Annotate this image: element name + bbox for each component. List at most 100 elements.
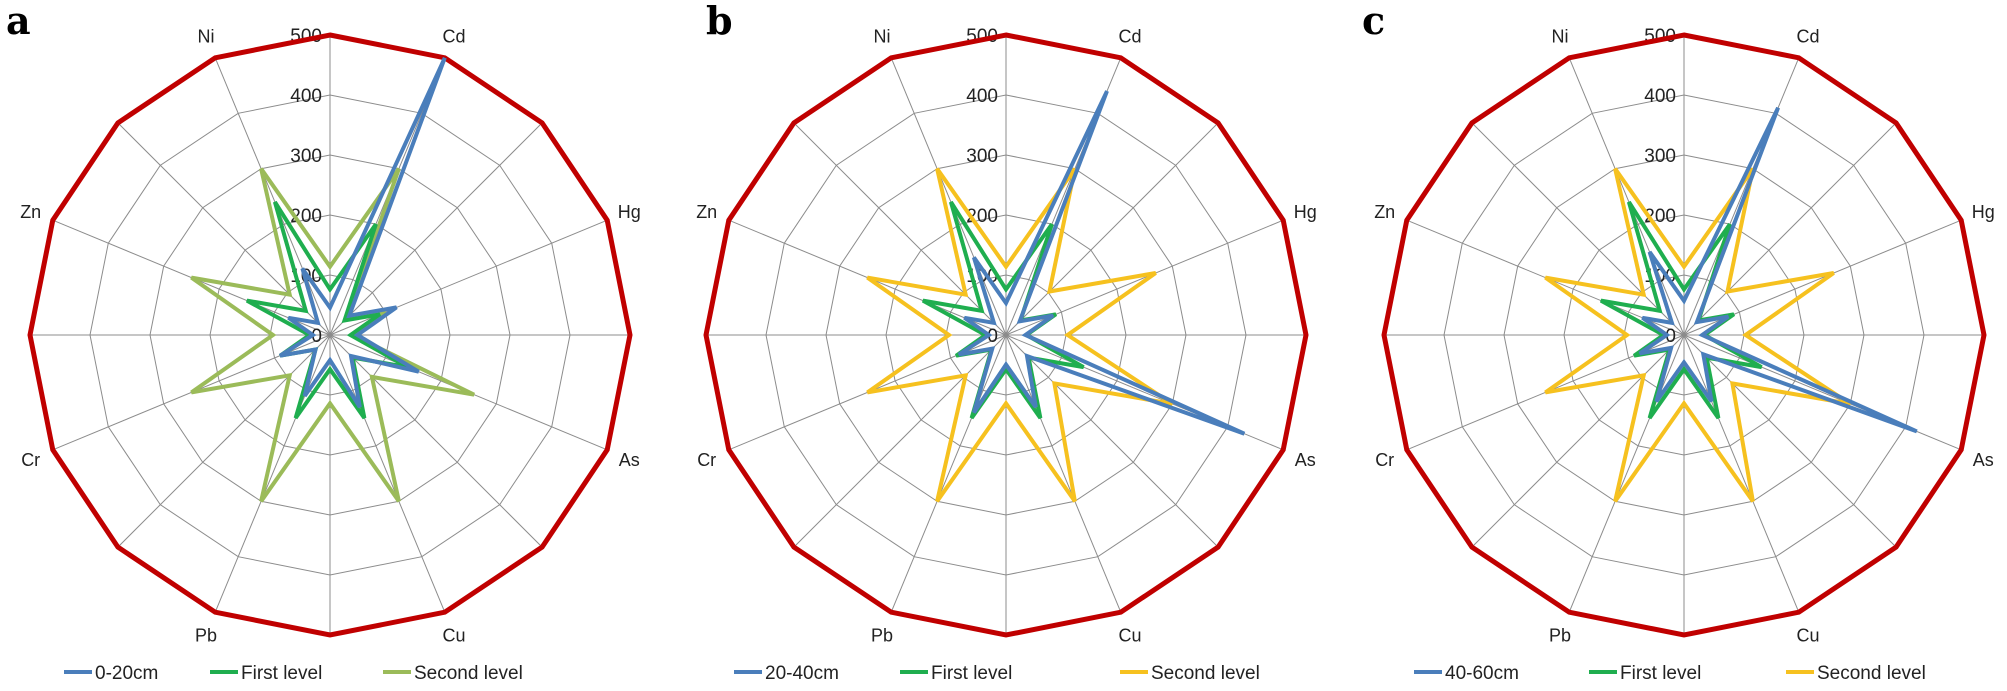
grid-spoke [329, 334, 543, 548]
legend-label-second-level: Second level [414, 663, 523, 684]
grid-spoke [329, 334, 446, 613]
legend-label-second-level: Second level [1151, 663, 1260, 684]
axis-label-cd: Cd [442, 27, 465, 47]
grid-spoke [214, 334, 331, 613]
tick-label-0: 0 [987, 326, 998, 347]
grid-spoke [1471, 122, 1685, 336]
grid-ring [209, 214, 451, 456]
grid-ring [885, 214, 1127, 456]
series-line-outer-boundary [1381, 32, 1987, 638]
legend: 0-20cm First level Second level [64, 663, 523, 684]
series-line-40-60cm [1638, 106, 1918, 434]
series-line-first-level [245, 200, 409, 420]
grid-ring [1503, 154, 1865, 516]
series-line-outer-boundary [27, 32, 633, 638]
grid-ring [89, 94, 571, 576]
grid-spoke [1471, 334, 1685, 548]
tick-label-300: 300 [966, 146, 998, 167]
series-layer [1381, 32, 1987, 638]
legend-label-sample: 0-20cm [95, 663, 158, 684]
grid-ring [1563, 214, 1805, 456]
grid-ring [1443, 94, 1925, 576]
series-line-20-40cm [957, 90, 1246, 436]
axis-label-pb: Pb [1549, 625, 1571, 645]
axis-label-ni: Ni [874, 27, 891, 47]
axis-label-hg: Hg [618, 202, 641, 222]
axis-label-cd: Cd [1118, 27, 1141, 47]
grid-layer [706, 35, 1306, 635]
grid-spoke [1568, 57, 1685, 336]
grid-spoke [214, 57, 331, 336]
grid-layer [30, 35, 630, 635]
axis-label-zn: Zn [1374, 202, 1395, 222]
legend-label-second-level: Second level [1817, 663, 1926, 684]
radar-panel-c: c Cd Hg As Cu Pb Cr Zn Ni 0 100 200 300 … [1362, 0, 1995, 684]
series-line-second-level [1544, 167, 1852, 503]
axis-label-cr: Cr [1375, 450, 1394, 470]
axis-label-cu: Cu [442, 625, 465, 645]
legend-label-sample: 20-40cm [765, 663, 839, 684]
axis-label-cu: Cu [1118, 625, 1141, 645]
legend-label-first-level: First level [1620, 663, 1701, 684]
tick-label-layer: 0 100 200 300 400 500 [1644, 26, 1676, 347]
grid-spoke [1683, 334, 1962, 451]
tick-label-0: 0 [1665, 326, 1676, 347]
grid-spoke [1005, 334, 1122, 613]
axis-label-zn: Zn [20, 202, 41, 222]
radar-panel-b: b Cd Hg As Cu Pb Cr Zn Ni 0 100 200 300 … [696, 0, 1317, 684]
axis-label-hg: Hg [1294, 202, 1317, 222]
grid-spoke [793, 122, 1007, 336]
axis-label-pb: Pb [195, 625, 217, 645]
axis-label-cu: Cu [1796, 625, 1819, 645]
axis-label-ni: Ni [1552, 27, 1569, 47]
legend: 40-60cm First level Second level [1414, 663, 1926, 684]
tick-label-300: 300 [1644, 146, 1676, 167]
grid-ring [149, 154, 511, 516]
axis-label-layer: Cd Hg As Cu Pb Cr Zn Ni [1374, 27, 1995, 646]
grid-ring [825, 154, 1187, 516]
legend-label-sample: 40-60cm [1445, 663, 1519, 684]
series-line-0-20cm [279, 56, 447, 409]
series-line-second-level [866, 167, 1174, 503]
grid-spoke [1683, 334, 1800, 613]
grid-spoke [1683, 122, 1897, 336]
tick-label-layer: 0 100 200 300 400 500 [966, 26, 998, 347]
panel-letter-c: c [1362, 0, 1385, 43]
tick-label-0: 0 [311, 326, 322, 347]
legend: 20-40cm First level Second level [734, 663, 1260, 684]
grid-spoke [1683, 334, 1897, 548]
grid-spoke [329, 122, 543, 336]
axis-label-ni: Ni [198, 27, 215, 47]
axis-label-as: As [619, 450, 640, 470]
radar-panel-a: a Cd Hg As Cu Pb Cr Zn Ni 0 100 200 300 … [6, 0, 641, 684]
axis-label-as: As [1295, 450, 1316, 470]
series-layer [27, 32, 633, 638]
legend-label-first-level: First level [241, 663, 322, 684]
grid-spoke [117, 122, 331, 336]
axis-label-as: As [1973, 450, 1994, 470]
panel-letter-a: a [6, 0, 31, 43]
grid-spoke [1683, 57, 1800, 336]
axis-label-layer: Cd Hg As Cu Pb Cr Zn Ni [696, 27, 1317, 646]
tick-label-300: 300 [290, 146, 322, 167]
grid-spoke [793, 334, 1007, 548]
tick-label-layer: 0 100 200 300 400 500 [290, 26, 322, 347]
axis-label-cr: Cr [21, 450, 40, 470]
grid-spoke [1005, 334, 1219, 548]
grid-spoke [1568, 334, 1685, 613]
axis-label-pb: Pb [871, 625, 893, 645]
grid-spoke [117, 334, 331, 548]
axis-label-cd: Cd [1796, 27, 1819, 47]
series-line-outer-boundary [703, 32, 1309, 638]
grid-spoke [890, 334, 1007, 613]
axis-label-zn: Zn [696, 202, 717, 222]
series-layer [703, 32, 1309, 638]
tick-label-400: 400 [1644, 86, 1676, 107]
axis-label-cr: Cr [697, 450, 716, 470]
tick-label-400: 400 [966, 86, 998, 107]
axis-label-hg: Hg [1972, 202, 1995, 222]
axis-label-layer: Cd Hg As Cu Pb Cr Zn Ni [20, 27, 641, 646]
grid-layer [1384, 35, 1984, 635]
grid-ring [765, 94, 1247, 576]
